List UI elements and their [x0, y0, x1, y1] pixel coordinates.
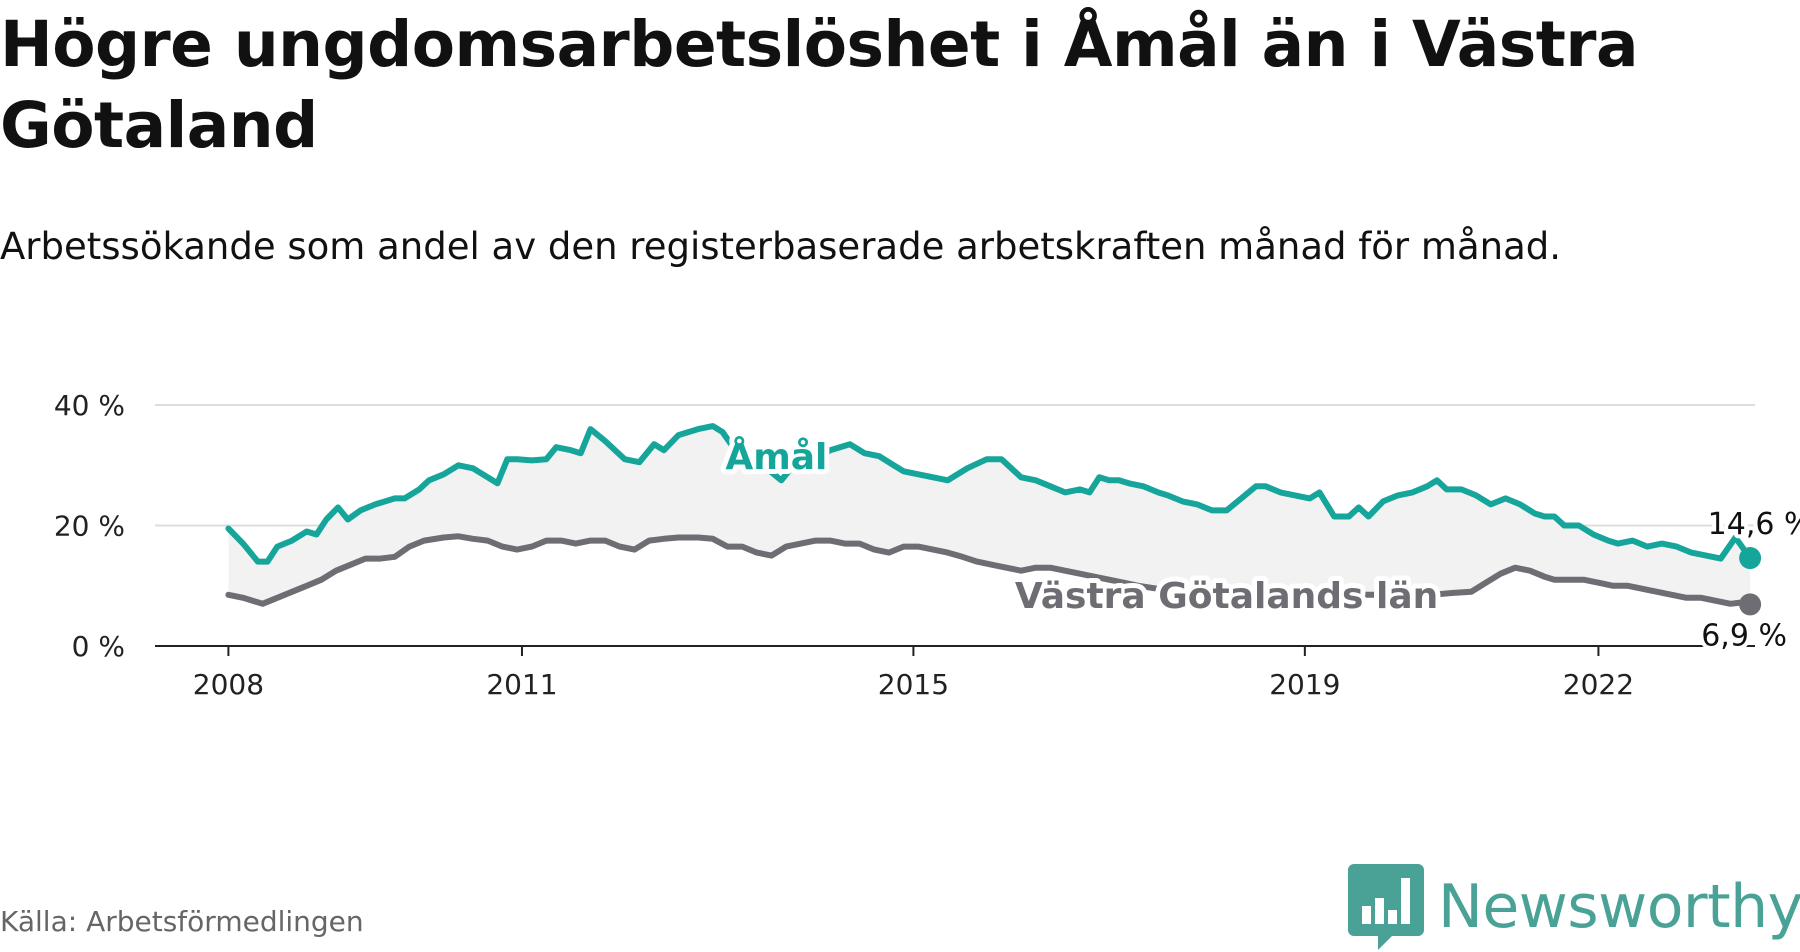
x-tick-label: 2008 — [193, 668, 264, 701]
series-line-amal — [225, 423, 1754, 565]
x-axis: 2008 2011 2015 2019 2022 — [193, 646, 1634, 701]
newsworthy-logo-icon — [1348, 864, 1424, 950]
chart-subtitle: Arbetssökande som andel av den registerb… — [0, 225, 1561, 268]
x-tick-label: 2011 — [486, 668, 557, 701]
end-label-amal: 14,6 % — [1708, 507, 1800, 542]
end-point-vastra-gotaland — [1739, 593, 1762, 616]
brand-name: Newsworthy — [1438, 872, 1800, 942]
chart-title: Högre ungdomsarbetslöshet i Åmål än i Vä… — [0, 8, 1639, 162]
source-note: Källa: Arbetsförmedlingen — [0, 905, 364, 938]
series-label-amal: Åmål — [725, 436, 827, 478]
series-label-vastra-gotaland: Västra Götalands län — [1015, 576, 1438, 617]
x-tick-label: 2019 — [1269, 668, 1340, 701]
line-chart: 0 % 20 % 40 % 2008 2011 2015 2019 2022 Åmål Vä… — [54, 389, 1800, 701]
series-line-vastra-gotaland — [225, 533, 1754, 608]
brand-logo[interactable]: Newsworthy — [1348, 862, 1800, 952]
y-axis: 0 % 20 % 40 % — [54, 389, 125, 663]
y-tick-label: 0 % — [72, 630, 125, 663]
x-tick-label: 2015 — [878, 668, 949, 701]
gap-band — [228, 426, 1751, 605]
end-point-amal — [1739, 547, 1762, 570]
y-tick-label: 20 % — [54, 510, 125, 543]
y-tick-label: 40 % — [54, 389, 125, 422]
end-label-vastra-gotaland: 6,9 % — [1701, 618, 1787, 653]
x-tick-label: 2022 — [1563, 668, 1634, 701]
